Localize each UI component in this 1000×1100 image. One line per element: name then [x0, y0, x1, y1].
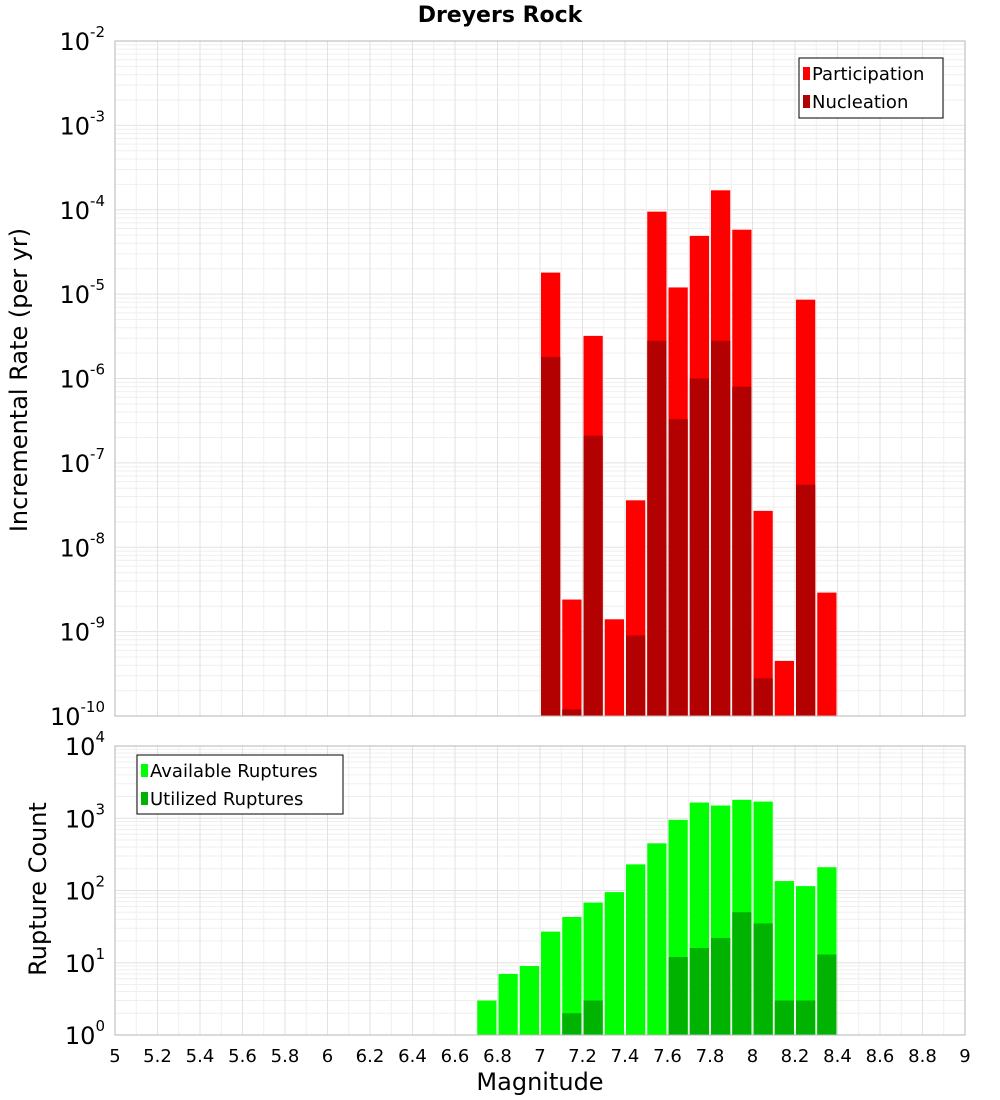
count-bar-utilized-ruptures: [562, 1013, 582, 1035]
x-tick-label: 5: [109, 1046, 120, 1067]
x-tick-label: 8.6: [866, 1046, 895, 1067]
plot-frame: [114, 745, 966, 1036]
rate-bar-nucleation: [732, 386, 752, 716]
rate-bar-nucleation: [668, 419, 688, 716]
count-bar-available-ruptures: [796, 886, 816, 1035]
x-tick-label: 6.8: [483, 1046, 512, 1067]
count-bar-utilized-ruptures: [774, 1000, 794, 1035]
legend-label: Nucleation: [812, 92, 908, 113]
x-tick-label: 6.2: [356, 1046, 385, 1067]
count-bar-utilized-ruptures: [583, 1000, 603, 1035]
legend-swatch: [141, 792, 148, 805]
y-tick-label: 10-8: [59, 529, 105, 562]
legend-label: Utilized Ruptures: [150, 789, 303, 810]
count-bar-utilized-ruptures: [753, 923, 773, 1035]
x-axis-label: Magnitude: [476, 1068, 603, 1096]
y-tick-label: 103: [65, 800, 105, 833]
y-tick-label: 104: [65, 728, 105, 761]
rate-bar-nucleation: [562, 709, 582, 716]
legend-swatch: [141, 764, 148, 777]
legend: Available Ruptures Utilized Ruptures: [136, 754, 344, 815]
x-tick-label: 5.2: [143, 1046, 172, 1067]
legend-label: Participation: [812, 64, 924, 85]
x-tick-label: 7.8: [696, 1046, 725, 1067]
x-tick-label: 6.6: [441, 1046, 470, 1067]
y-tick-label: 10-6: [59, 361, 105, 394]
x-tick-label: 7.2: [568, 1046, 597, 1067]
x-tick-label: 5.8: [271, 1046, 300, 1067]
count-y-axis-label: Rupture Count: [24, 802, 52, 976]
legend-swatch: [803, 95, 810, 108]
x-tick-label: 8.4: [823, 1046, 852, 1067]
count-bar-available-ruptures: [604, 892, 624, 1035]
count-bar-utilized-ruptures: [711, 938, 731, 1035]
count-bar-utilized-ruptures: [668, 957, 688, 1035]
x-tick-label: 6.4: [398, 1046, 427, 1067]
count-bar-available-ruptures: [626, 864, 646, 1035]
count-bar-utilized-ruptures: [732, 912, 752, 1035]
x-tick-label: 8.8: [908, 1046, 937, 1067]
rate-bar-nucleation: [796, 484, 816, 716]
y-tick-label: 10-7: [59, 445, 105, 478]
count-bar-available-ruptures: [647, 843, 667, 1035]
legend-box: [136, 754, 344, 815]
count-bar-utilized-ruptures: [817, 954, 837, 1035]
y-tick-label: 10-3: [59, 107, 105, 140]
legend-box: [798, 57, 944, 119]
count-bar-available-ruptures: [477, 1000, 497, 1035]
y-tick-label: 102: [65, 873, 105, 906]
y-tick-label: 101: [65, 945, 105, 978]
rate-bar-participation: [562, 599, 582, 716]
x-tick-label: 5.6: [228, 1046, 257, 1067]
x-tick-label: 7: [534, 1046, 545, 1067]
rate-y-axis-label: Incremental Rate (per yr): [5, 228, 33, 532]
count-bar-available-ruptures: [562, 916, 582, 1035]
legend: Participation Nucleation: [798, 57, 944, 119]
y-tick-label: 100: [65, 1017, 105, 1050]
x-tick-label: 5.4: [186, 1046, 215, 1067]
legend-label: Available Ruptures: [150, 761, 318, 782]
rate-bar-nucleation: [689, 378, 709, 716]
rate-bar-nucleation: [626, 635, 646, 716]
count-bar-utilized-ruptures: [796, 1000, 816, 1035]
rate-bar-participation: [774, 660, 794, 716]
y-tick-label: 10-4: [59, 192, 105, 225]
legend-swatch: [803, 67, 810, 80]
x-tick-label: 8: [747, 1046, 758, 1067]
x-tick-label: 6: [322, 1046, 333, 1067]
rate-bar-nucleation: [753, 678, 773, 716]
count-bar-available-ruptures: [541, 931, 561, 1035]
x-tick-label: 7.6: [653, 1046, 682, 1067]
rate-bar-nucleation: [711, 340, 731, 716]
count-bar-available-ruptures: [519, 966, 539, 1035]
chart-title: Dreyers Rock: [418, 3, 584, 28]
count-bar-available-ruptures: [774, 881, 794, 1035]
rate-bar-participation: [753, 510, 773, 716]
rate-bar-participation: [604, 619, 624, 716]
count-bar-available-ruptures: [498, 973, 518, 1035]
count-panel: 100 101 102 103 104 5 5.2 5.4 5.6 5.8 6 6.2 6.4 6.6 6.…: [65, 728, 971, 1067]
rate-bar-participation: [817, 592, 837, 716]
rate-bar-nucleation: [583, 435, 603, 716]
rate-bar-nucleation: [541, 356, 561, 716]
plot-frame: [114, 40, 966, 717]
y-tick-label: 10-2: [59, 23, 105, 56]
count-bar-utilized-ruptures: [689, 948, 709, 1035]
x-tick-label: 8.2: [781, 1046, 810, 1067]
x-tick-label: 9: [959, 1046, 970, 1067]
y-tick-label: 10-5: [59, 276, 105, 309]
rate-panel: 10-10 10-9 10-8 10-7 10-6 10-5 10-4 10-3 10-2 Par…: [50, 23, 966, 731]
y-tick-label: 10-9: [59, 614, 105, 647]
rate-bar-nucleation: [647, 340, 667, 716]
y-tick-label: 10-10: [50, 698, 105, 731]
x-tick-label: 7.4: [611, 1046, 640, 1067]
